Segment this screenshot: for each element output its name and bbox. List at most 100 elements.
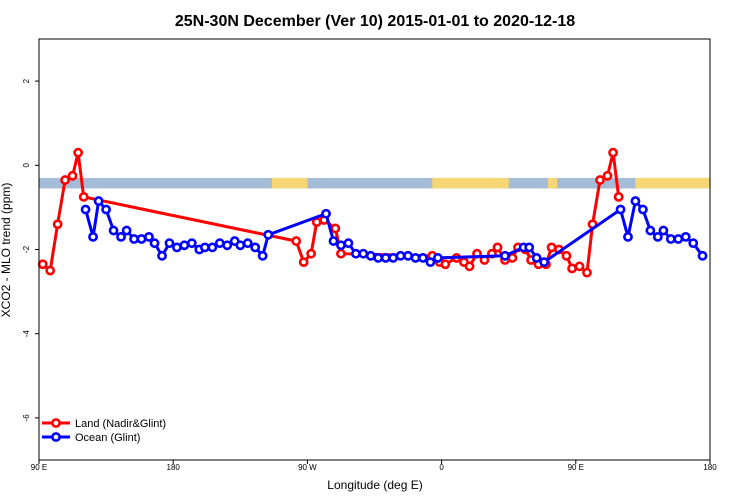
ocean-point-28 xyxy=(328,236,339,246)
ocean-point-20 xyxy=(222,240,233,251)
ocean-series-line xyxy=(84,197,704,264)
ocean-point-12 xyxy=(164,238,175,249)
ocean-point-24 xyxy=(250,242,261,253)
land-point-38 xyxy=(595,175,605,185)
land-point-31 xyxy=(546,242,557,253)
ocean-point-29 xyxy=(336,240,346,251)
ocean-legend-label: Ocean (Glint) xyxy=(75,432,140,444)
ocean-point-51 xyxy=(638,204,648,215)
land-point-19 xyxy=(464,261,475,272)
ocean-point-52 xyxy=(645,225,656,236)
land-point-4 xyxy=(67,170,78,181)
land-point-5 xyxy=(73,147,84,158)
ocean-point-34 xyxy=(373,253,384,263)
land-band-segment-0 xyxy=(271,177,308,189)
ocean-point-48 xyxy=(615,204,626,215)
ocean-point-57 xyxy=(680,231,691,242)
ocean-legend-marker xyxy=(51,432,61,442)
land-legend-label: Land (Nadir&Glint) xyxy=(75,418,166,430)
ocean-point-30 xyxy=(343,238,354,249)
ocean-point-19 xyxy=(214,238,225,249)
land-point-35 xyxy=(574,261,585,272)
ocean-point-35 xyxy=(380,253,391,263)
land-point-9 xyxy=(306,248,317,259)
ocean-point-26 xyxy=(263,229,274,240)
land-point-36 xyxy=(582,267,592,278)
ocean-point-23 xyxy=(242,238,253,249)
land-point-39 xyxy=(602,170,613,181)
ocean-point-13 xyxy=(172,242,182,253)
land-point-12 xyxy=(330,223,341,234)
ocean-point-58 xyxy=(688,238,699,249)
ocean-point-54 xyxy=(658,225,669,236)
ocean-point-31 xyxy=(350,248,361,259)
y-tick-label-0: -6 xyxy=(22,414,31,422)
plot-area xyxy=(37,147,708,278)
ocean-point-43 xyxy=(500,250,510,261)
land-point-1 xyxy=(45,265,56,276)
x-tick-label-3: 0 xyxy=(439,463,444,472)
ocean-point-8 xyxy=(136,234,147,244)
y-tick-label-2: -2 xyxy=(22,245,31,253)
ocean-point-25 xyxy=(257,250,268,261)
land-point-41 xyxy=(613,191,624,202)
land-point-34 xyxy=(567,263,577,274)
land-point-7 xyxy=(291,236,302,246)
ocean-point-27 xyxy=(321,208,331,219)
land-band-segment-2 xyxy=(547,177,558,189)
ocean-point-38 xyxy=(403,250,413,261)
legend: Land (Nadir&Glint) Ocean (Glint) xyxy=(42,418,166,444)
chart-title: 25N-30N December (Ver 10) 2015-01-01 to … xyxy=(175,13,575,30)
plot-frame xyxy=(38,38,711,461)
ocean-point-55 xyxy=(665,234,676,244)
ocean-point-39 xyxy=(410,253,421,263)
ocean-point-59 xyxy=(697,250,708,261)
ocean-point-2 xyxy=(93,196,104,206)
y-tick-label-3: 0 xyxy=(22,163,31,168)
ocean-point-4 xyxy=(108,225,119,236)
ocean-point-33 xyxy=(365,250,376,261)
x-axis: 90 E 180 90 W 0 90 E 180 xyxy=(31,460,717,472)
land-band-segment-1 xyxy=(432,177,509,189)
ocean-point-32 xyxy=(358,248,369,259)
ocean-point-46 xyxy=(531,253,542,263)
land-point-3 xyxy=(60,175,70,185)
ocean-point-50 xyxy=(630,196,641,206)
land-ocean-band xyxy=(39,177,710,189)
land-point-25 xyxy=(507,253,518,263)
ocean-point-18 xyxy=(207,242,218,253)
ocean-point-49 xyxy=(623,231,633,242)
ocean-point-7 xyxy=(129,234,139,244)
y-axis: -6 -4 -2 0 2 xyxy=(22,78,39,421)
ocean-point-15 xyxy=(186,238,197,249)
ocean-point-6 xyxy=(121,225,132,236)
ocean-point-17 xyxy=(199,242,210,253)
land-point-10 xyxy=(311,217,322,228)
land-point-23 xyxy=(492,242,503,253)
ocean-point-53 xyxy=(652,231,663,242)
land-point-2 xyxy=(52,219,63,230)
ocean-point-10 xyxy=(149,238,160,249)
ocean-point-42 xyxy=(432,253,443,263)
ocean-point-14 xyxy=(179,240,190,251)
y-tick-label-1: -4 xyxy=(22,330,31,338)
ocean-point-1 xyxy=(88,231,98,242)
x-axis-label: Longitude (deg E) xyxy=(327,478,422,492)
land-point-6 xyxy=(78,191,89,202)
land-point-8 xyxy=(298,257,309,268)
ocean-point-56 xyxy=(673,234,684,244)
land-point-0 xyxy=(37,259,48,270)
ocean-point-0 xyxy=(80,204,91,215)
ocean-point-36 xyxy=(388,253,399,263)
ocean-point-11 xyxy=(157,250,167,261)
land-point-13 xyxy=(336,248,346,259)
ocean-point-22 xyxy=(235,240,246,251)
ocean-point-9 xyxy=(144,231,154,242)
x-tick-label-1: 180 xyxy=(167,463,181,472)
y-tick-label-4: 2 xyxy=(22,78,31,83)
land-point-40 xyxy=(608,147,618,158)
ocean-point-40 xyxy=(418,253,428,263)
ocean-point-5 xyxy=(116,231,126,242)
land-point-16 xyxy=(440,259,451,270)
